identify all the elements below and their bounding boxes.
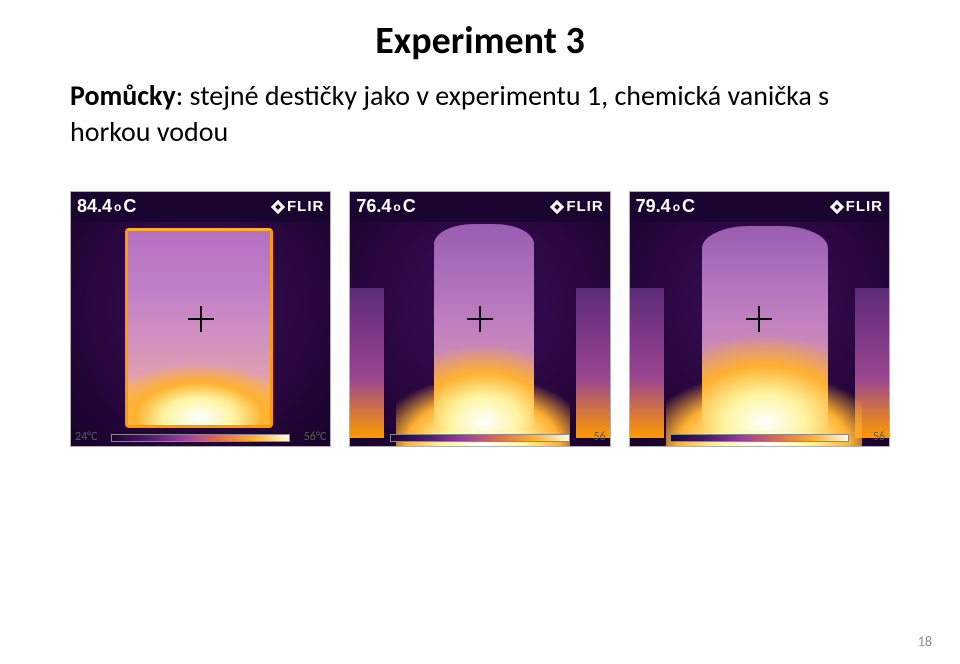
warm-edge-right	[576, 288, 610, 438]
temp-unit: C	[682, 196, 695, 217]
temp-unit: C	[123, 196, 136, 217]
temp-value: 76.4	[356, 196, 391, 217]
temperature-readout: 84.4oC	[77, 196, 136, 217]
camera-brand: FLIR	[552, 198, 603, 215]
temperature-readout: 76.4oC	[356, 196, 415, 217]
subtitle-label: Pomůcky	[70, 78, 176, 113]
thermal-image-row: 84.4oC FLIR 24°C 56°C 76	[70, 191, 890, 447]
crosshair-icon	[746, 306, 772, 332]
scale-high: 56°C	[304, 430, 327, 444]
camera-brand: FLIR	[832, 198, 883, 215]
thermal-image-1: 84.4oC FLIR 24°C 56°C	[70, 191, 331, 447]
scale-high: 56	[873, 430, 885, 444]
crosshair-icon	[188, 306, 214, 332]
thermal-header: 84.4oC FLIR	[71, 192, 330, 222]
temp-unit-sup: o	[114, 200, 121, 214]
brand-text: FLIR	[846, 198, 883, 215]
camera-brand: FLIR	[273, 198, 324, 215]
thermal-footer: 56	[350, 428, 609, 446]
scale-high: 56	[593, 430, 605, 444]
slide-title: Experiment 3	[70, 18, 890, 64]
brand-text: FLIR	[287, 198, 324, 215]
brand-text: FLIR	[566, 198, 603, 215]
subtitle-text: : stejné destičky jako v experimentu 1, …	[70, 78, 829, 149]
crosshair-icon	[467, 306, 493, 332]
slide-subtitle: Pomůcky: stejné destičky jako v experime…	[70, 78, 890, 151]
brand-icon	[830, 200, 844, 214]
temp-value: 84.4	[77, 196, 112, 217]
slide: Experiment 3 Pomůcky: stejné destičky ja…	[0, 0, 960, 664]
temp-unit-sup: o	[673, 200, 680, 214]
temp-value: 79.4	[636, 196, 671, 217]
warm-edge-left	[350, 288, 384, 438]
warm-edge-left	[630, 288, 664, 438]
scale-low: 24°C	[75, 430, 98, 444]
thermal-header: 76.4oC FLIR	[350, 192, 609, 222]
thermal-image-3: 79.4oC FLIR 56	[629, 191, 890, 447]
thermal-header: 79.4oC FLIR	[630, 192, 889, 222]
page-number: 18	[918, 633, 932, 650]
brand-icon	[550, 200, 564, 214]
temp-unit-sup: o	[393, 200, 400, 214]
thermal-footer: 24°C 56°C	[71, 428, 330, 446]
thermal-image-2: 76.4oC FLIR 56	[349, 191, 610, 447]
temperature-readout: 79.4oC	[636, 196, 695, 217]
thermal-footer: 56	[630, 428, 889, 446]
brand-icon	[271, 200, 285, 214]
temp-unit: C	[403, 196, 416, 217]
